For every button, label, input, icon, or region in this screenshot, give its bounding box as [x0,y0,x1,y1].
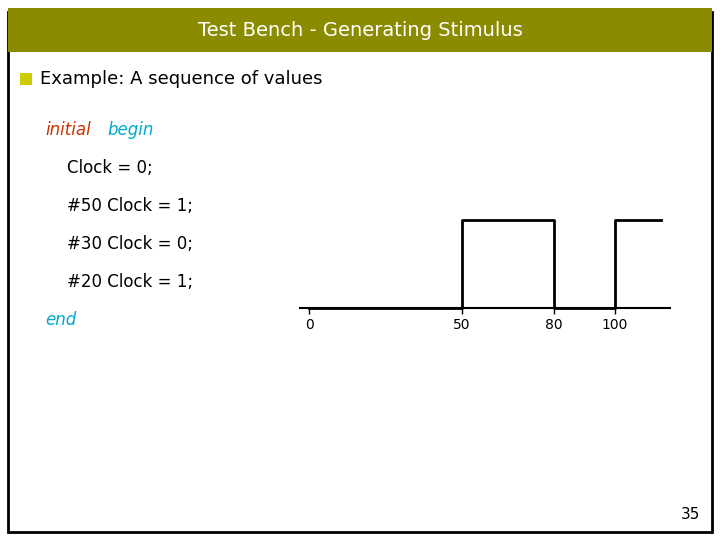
Text: 35: 35 [680,507,700,522]
Bar [20,73,32,85]
Text: Test Bench - Generating Stimulus: Test Bench - Generating Stimulus [197,21,523,39]
Text: end: end [45,311,76,329]
Text: initial: initial [45,121,91,139]
Bar [8,8,712,52]
Text: #30 Clock = 0;: #30 Clock = 0; [67,235,193,253]
Text: Clock = 0;: Clock = 0; [67,159,153,177]
Text: #20 Clock = 1;: #20 Clock = 1; [67,273,193,291]
Text: Example: A sequence of values: Example: A sequence of values [40,70,323,88]
Text: begin: begin [107,121,153,139]
Text: #50 Clock = 1;: #50 Clock = 1; [67,197,193,215]
